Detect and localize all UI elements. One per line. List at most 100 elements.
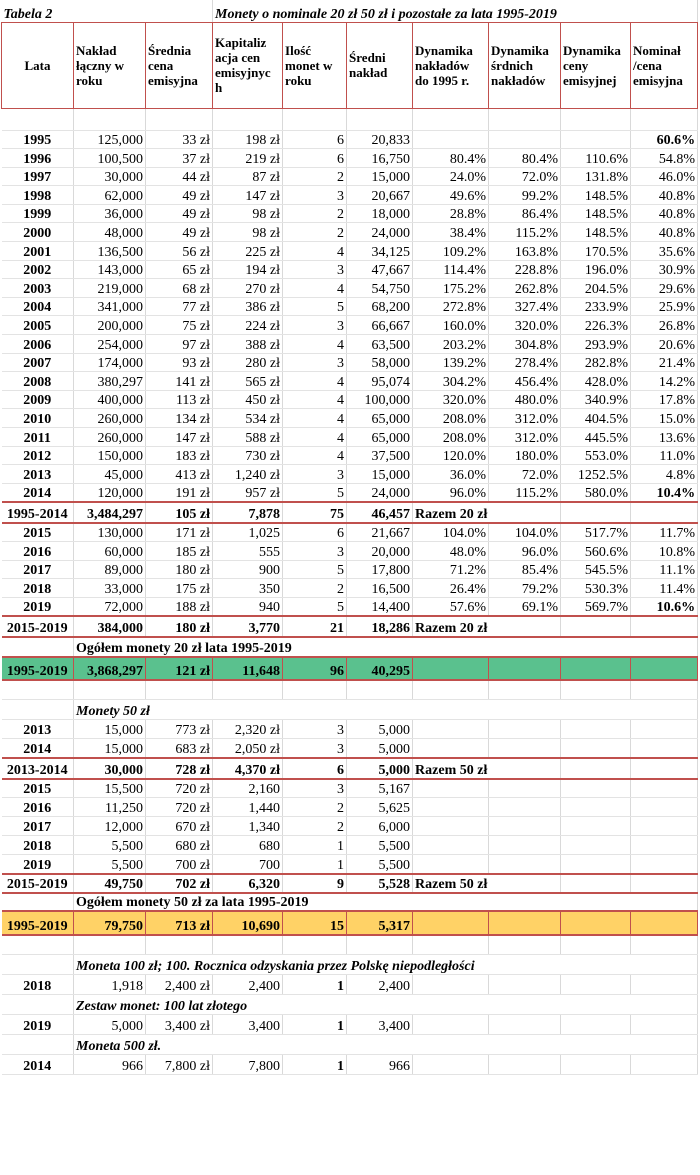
- cell: 5,167: [346, 778, 414, 799]
- cell: 2018: [1, 974, 74, 996]
- cell: 445.5%: [560, 427, 632, 447]
- empty-cell: [73, 679, 146, 701]
- cell: 40.8%: [630, 222, 699, 243]
- column-header: Dynamika nakładów do 1995 r.: [412, 21, 490, 109]
- cell: 93 zł: [145, 353, 214, 373]
- empty-cell: [412, 1014, 490, 1036]
- empty-cell: [488, 909, 562, 936]
- empty-cell: [630, 614, 699, 638]
- cell: 386 zł: [212, 297, 284, 317]
- header-row: Lata Nakład łączny w roku Średnia cena emi…: [1, 21, 699, 109]
- empty-cell: [560, 500, 632, 524]
- cell: 2019: [1, 1014, 74, 1036]
- cell: 79,750: [73, 909, 146, 936]
- cell: 15.0%: [630, 408, 699, 428]
- cell: 21,667: [346, 522, 414, 542]
- column-header: Średnia cena emisyjna: [144, 21, 214, 109]
- empty-cell: [282, 679, 348, 701]
- empty-cell: [630, 738, 699, 759]
- empty-cell: [488, 655, 562, 681]
- cell: 2: [282, 578, 348, 598]
- cell: 57.6%: [412, 597, 490, 617]
- empty-cell: [560, 614, 632, 638]
- empty-cell: [630, 816, 699, 837]
- column-header: Ilość monet w roku: [282, 21, 348, 109]
- cell: 77 zł: [145, 297, 214, 317]
- table-row: 2018 1,918 2,400 zł 2,400 1 2,400: [1, 974, 699, 996]
- cell: 2014: [1, 1054, 74, 1076]
- empty-cell: [412, 778, 490, 799]
- table-row: 2013 45,000 413 zł 1,240 zł 3 15,000 36.0% 72.0…: [1, 464, 699, 484]
- cell: 350: [212, 578, 284, 598]
- cell: 1997: [1, 167, 74, 187]
- cell: 72.0%: [488, 464, 562, 484]
- empty-cell: [560, 679, 632, 701]
- cell: 170.5%: [560, 241, 632, 261]
- empty-cell: [488, 854, 562, 875]
- cell: 30,000: [73, 167, 146, 187]
- cell: 54.8%: [630, 148, 699, 168]
- cell: 680: [212, 835, 284, 856]
- empty-cell: [212, 934, 284, 956]
- cell: 194 zł: [212, 260, 284, 280]
- cell: 115.2%: [488, 483, 562, 503]
- cell: 730 zł: [212, 446, 284, 466]
- cell: 480.0%: [488, 390, 562, 410]
- cell: 38.4%: [412, 222, 490, 243]
- cell: 11.4%: [630, 578, 699, 598]
- cell: 5,000: [346, 756, 414, 780]
- cell: 530.3%: [560, 578, 632, 598]
- cell: 72,000: [73, 597, 146, 617]
- cell: 966: [73, 1054, 146, 1076]
- cell: 2011: [1, 427, 74, 447]
- table-row: 2017 89,000 180 zł 900 5 17,800 71.2% 85.4% 545.…: [1, 560, 699, 580]
- cell: 1: [282, 1014, 348, 1036]
- cell: 254,000: [73, 334, 146, 354]
- table-row: 1999 36,000 49 zł 98 zł 2 18,000 28.8% 86.4% 148…: [1, 204, 699, 224]
- cell: 17.8%: [630, 390, 699, 410]
- table-row: 2009 400,000 113 zł 450 zł 4 100,000 320.0% 480…: [1, 390, 699, 410]
- section-title: Ogółem monety 20 zł lata 1995-2019: [73, 636, 699, 658]
- cell: 30,000: [73, 756, 146, 780]
- empty-cell: [560, 909, 632, 936]
- cell: 11,250: [73, 797, 146, 818]
- cell: 15,000: [73, 738, 146, 759]
- cell: 147 zł: [212, 185, 284, 205]
- empty-cell: [1, 108, 74, 131]
- section-title: Moneta 500 zł.: [73, 1034, 699, 1056]
- table-row: 2001 136,500 56 zł 225 zł 4 34,125 109.2% 163.8…: [1, 241, 699, 261]
- cell: 260,000: [73, 408, 146, 428]
- cell: 75 zł: [145, 315, 214, 336]
- cell: 10.4%: [630, 483, 699, 503]
- cell: 456.4%: [488, 371, 562, 391]
- cell: 553.0%: [560, 446, 632, 466]
- cell: 1: [282, 854, 348, 875]
- table-row: 2014 966 7,800 zł 7,800 1 966: [1, 1054, 699, 1076]
- cell: 2017: [1, 816, 74, 837]
- empty-cell: [560, 738, 632, 759]
- table-row: 2011 260,000 147 zł 588 zł 4 65,000 208.0% 312.…: [1, 427, 699, 447]
- cell: [412, 130, 490, 150]
- empty-cell: [488, 974, 562, 996]
- section-title-row: Ogółem monety 20 zł lata 1995-2019: [1, 636, 699, 658]
- cell: 174,000: [73, 353, 146, 373]
- section-title-row: Monety 50 zł: [1, 699, 699, 721]
- cell: 4: [282, 446, 348, 466]
- cell: 14.2%: [630, 371, 699, 391]
- cell: 404.5%: [560, 408, 632, 428]
- empty-cell: [488, 816, 562, 837]
- column-header: Kapitaliz acja cen emisyjnyc h: [212, 21, 284, 109]
- cell: 141 zł: [145, 371, 214, 391]
- cell: 160.0%: [412, 315, 490, 336]
- empty-cell: [488, 934, 562, 956]
- empty-cell: [412, 816, 490, 837]
- cell: 14,400: [346, 597, 414, 617]
- cell: 13.6%: [630, 427, 699, 447]
- cell: 15,500: [73, 778, 146, 799]
- empty-cell: [560, 974, 632, 996]
- cell: 28.8%: [412, 204, 490, 224]
- cell: 85.4%: [488, 560, 562, 580]
- column-header: Średni nakład: [346, 21, 414, 109]
- empty-cell: [488, 738, 562, 759]
- cell: 3: [282, 738, 348, 759]
